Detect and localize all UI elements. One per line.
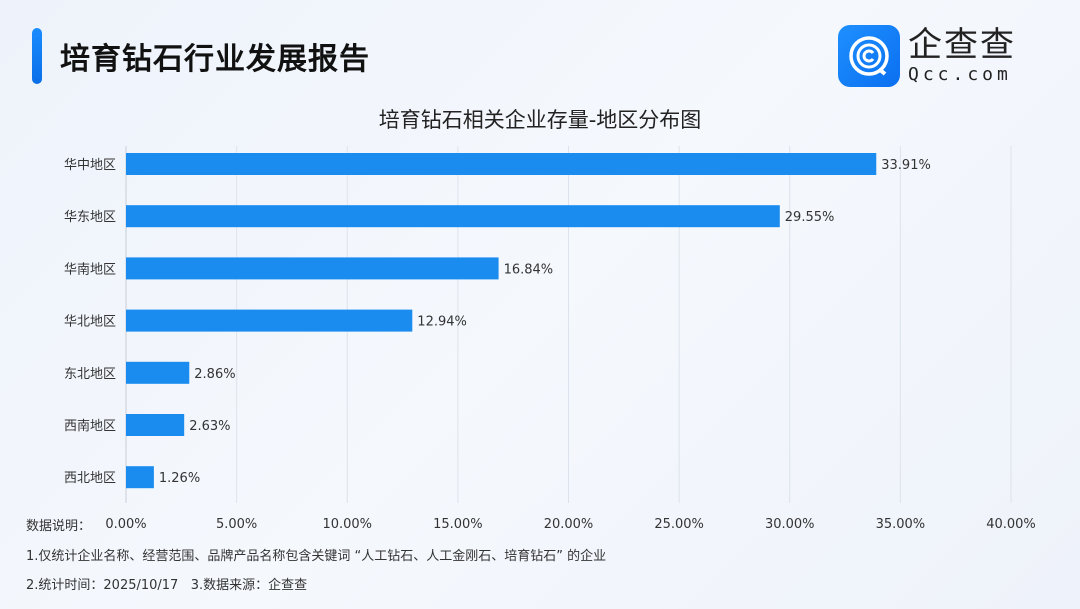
value-label: 1.26% <box>159 471 200 486</box>
bar <box>126 205 780 228</box>
category-label: 华北地区 <box>64 315 116 330</box>
value-label: 2.86% <box>194 367 235 382</box>
logo-name-en: Qcc.com <box>908 64 1012 85</box>
category-label: 华东地区 <box>64 210 116 225</box>
qcc-logo: 企查查 Qcc.com <box>838 25 1016 87</box>
bar <box>126 361 190 384</box>
logo-name-cn: 企查查 <box>908 25 1016 65</box>
value-label: 29.55% <box>785 210 835 225</box>
bar <box>126 414 185 436</box>
x-tick-label: 40.00% <box>986 517 1036 532</box>
category-label: 东北地区 <box>64 367 116 382</box>
qcc-logo-icon <box>838 25 900 87</box>
bar <box>126 466 154 489</box>
category-label: 西北地区 <box>64 471 116 486</box>
x-tick-label: 0.00% <box>105 517 146 532</box>
x-tick-label: 30.00% <box>765 517 815 532</box>
x-tick-label: 35.00% <box>876 517 926 532</box>
notes-label: 数据说明： <box>26 519 92 534</box>
value-label: 2.63% <box>189 419 230 434</box>
x-tick-label: 5.00% <box>216 517 257 532</box>
category-label: 华中地区 <box>64 158 116 173</box>
value-label: 16.84% <box>504 262 554 277</box>
x-tick-label: 10.00% <box>322 517 372 532</box>
chart-title: 培育钻石相关企业存量-地区分布图 <box>378 108 702 132</box>
category-label: 华南地区 <box>64 261 116 277</box>
x-tick-label: 25.00% <box>654 517 704 532</box>
bar <box>126 153 877 175</box>
note-line-2: 2.统计时间：2025/10/17 3.数据来源：企查查 <box>26 578 308 593</box>
report-title: 培育钻石行业发展报告 <box>60 42 370 77</box>
value-label: 12.94% <box>417 315 467 330</box>
title-accent-bar <box>32 28 42 84</box>
category-label: 西南地区 <box>64 418 116 434</box>
bar <box>126 257 499 280</box>
bar <box>126 309 413 332</box>
x-tick-label: 20.00% <box>544 517 594 532</box>
value-label: 33.91% <box>881 158 931 173</box>
note-line-1: 1.仅统计企业名称、经营范围、品牌产品名称包含关键词 “人工钻石、人工金刚石、培… <box>26 549 607 564</box>
x-tick-label: 15.00% <box>433 517 483 532</box>
